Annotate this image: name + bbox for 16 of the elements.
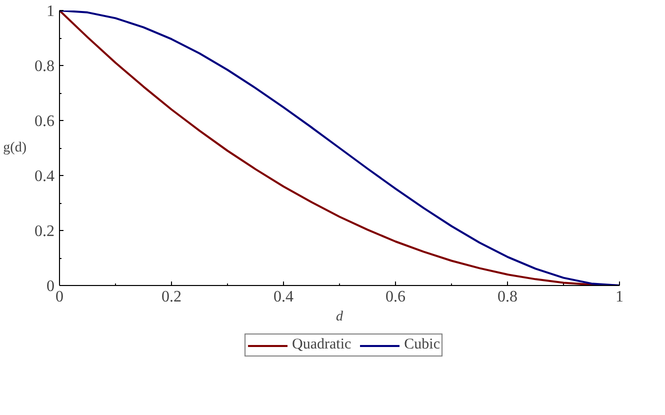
line-series [60,10,620,286]
y-tick-label: 0.6 [34,113,54,130]
y-tick-label: 0.2 [34,223,54,240]
x-tick-label: 0.8 [498,288,518,306]
x-tick-label: 0.6 [386,288,406,306]
x-tick-label: 1 [616,288,624,306]
x-tick-label: 0.2 [162,288,182,306]
y-tick-label: 0.4 [34,168,54,185]
y-tick-label: 1 [46,3,54,20]
y-tick-label: 0.8 [34,58,54,75]
x-tick-label: 0.4 [274,288,294,306]
y-axis-title: g(d) [3,140,27,156]
y-tick-label: 0 [46,278,54,295]
legend-label: Quadratic [292,336,352,354]
legend-label: Cubic [404,336,440,354]
x-axis-title: d [336,310,344,324]
